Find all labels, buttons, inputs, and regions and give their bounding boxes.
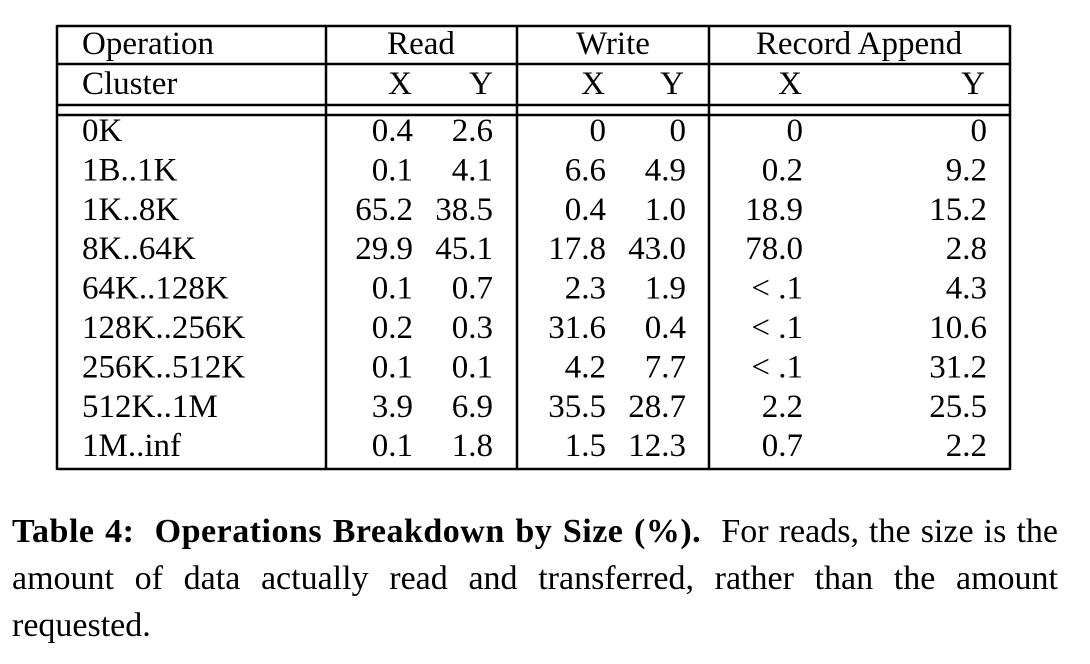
- caption: Table 4: Operations Breakdown by Size (%…: [12, 508, 1058, 649]
- row-label: 1M..inf: [82, 428, 181, 464]
- table-cell: 0.1: [452, 349, 493, 385]
- table-cell: 35.5: [548, 389, 606, 425]
- header-cell: Read: [387, 26, 455, 62]
- table-cell: 31.6: [548, 310, 606, 346]
- table-cell: 3.9: [372, 389, 413, 425]
- table-cell: 0.4: [645, 310, 686, 346]
- table-cell: 1.0: [645, 192, 686, 228]
- table-cell: 0.7: [762, 428, 803, 464]
- table-cell: 0: [787, 113, 804, 149]
- table-cell: 18.9: [745, 192, 803, 228]
- table-cell: 0: [670, 113, 687, 149]
- table-cell: < .1: [751, 349, 803, 385]
- table-cell: 0.2: [372, 310, 413, 346]
- caption-title: Operations Breakdown by Size (%).: [154, 513, 702, 550]
- table-rules: [55, 24, 1012, 471]
- table-cell: 0.1: [372, 271, 413, 307]
- table-cell: 2.2: [946, 428, 987, 464]
- table-cell: 0: [971, 113, 988, 149]
- table-cell: 10.6: [929, 310, 987, 346]
- table-cell: 78.0: [745, 231, 803, 267]
- table-cell: 15.2: [929, 192, 987, 228]
- header-cell: Y: [660, 66, 684, 102]
- header-cell: X: [388, 66, 412, 102]
- row-label: 512K..1M: [82, 389, 218, 425]
- table-cell: 0.1: [372, 152, 413, 188]
- table-cell: < .1: [751, 271, 803, 307]
- table-cell: 4.3: [946, 271, 987, 307]
- row-label: 1B..1K: [82, 152, 178, 188]
- row-label: 8K..64K: [82, 231, 196, 267]
- caption-label: Table 4:: [12, 513, 135, 550]
- table-cell: 6.6: [565, 152, 606, 188]
- header-cell: Operation: [82, 26, 214, 62]
- table-cell: 1.8: [452, 428, 493, 464]
- header-cell: X: [581, 66, 605, 102]
- table-cell: 0.7: [452, 271, 493, 307]
- table-cell: 7.7: [645, 349, 686, 385]
- table-cell: 65.2: [355, 192, 413, 228]
- row-label: 64K..128K: [82, 271, 229, 307]
- table-cell: 4.2: [565, 349, 606, 385]
- table-cell: 0.4: [372, 113, 413, 149]
- header-cell: Record Append: [756, 26, 963, 62]
- row-label: 128K..256K: [82, 310, 245, 346]
- table-cell: 6.9: [452, 389, 493, 425]
- header-cell: Y: [961, 66, 985, 102]
- table-cell: 0.4: [565, 192, 606, 228]
- table-cell: < .1: [751, 310, 803, 346]
- table-cell: 2.3: [565, 271, 606, 307]
- table-cell: 38.5: [435, 192, 493, 228]
- row-label: 256K..512K: [82, 349, 245, 385]
- table-cell: 2.8: [946, 231, 987, 267]
- table-cell: 4.9: [645, 152, 686, 188]
- table-cell: 0.1: [372, 349, 413, 385]
- row-label: 0K: [82, 113, 123, 149]
- table-cell: 29.9: [355, 231, 413, 267]
- caption-text: For reads, the size is the amount of dat…: [12, 513, 1058, 644]
- table-cell: 12.3: [628, 428, 686, 464]
- table-cell: 45.1: [435, 231, 493, 267]
- header-cell: Cluster: [82, 66, 177, 102]
- row-label: 1K..8K: [82, 192, 179, 228]
- header-cell: Y: [469, 66, 493, 102]
- table-cell: 1.5: [565, 428, 606, 464]
- header-cell: X: [778, 66, 802, 102]
- table-cell: 0.2: [762, 152, 803, 188]
- table-cell: 31.2: [929, 349, 987, 385]
- table-cell: 17.8: [548, 231, 606, 267]
- table-cell: 0.3: [452, 310, 493, 346]
- table-cell: 2.2: [762, 389, 803, 425]
- table-cell: 0.1: [372, 428, 413, 464]
- table-cell: 28.7: [628, 389, 686, 425]
- table: Operation Read Write Record Append Cluster X Y…: [55, 24, 1012, 471]
- table-cell: 2.6: [452, 113, 493, 149]
- table-cell: 0: [590, 113, 607, 149]
- table-cell: 1.9: [645, 271, 686, 307]
- table-cell: 43.0: [628, 231, 686, 267]
- table-cell: 25.5: [929, 389, 987, 425]
- table-cell: 9.2: [946, 152, 987, 188]
- table-cell: 4.1: [452, 152, 493, 188]
- header-cell: Write: [576, 26, 650, 62]
